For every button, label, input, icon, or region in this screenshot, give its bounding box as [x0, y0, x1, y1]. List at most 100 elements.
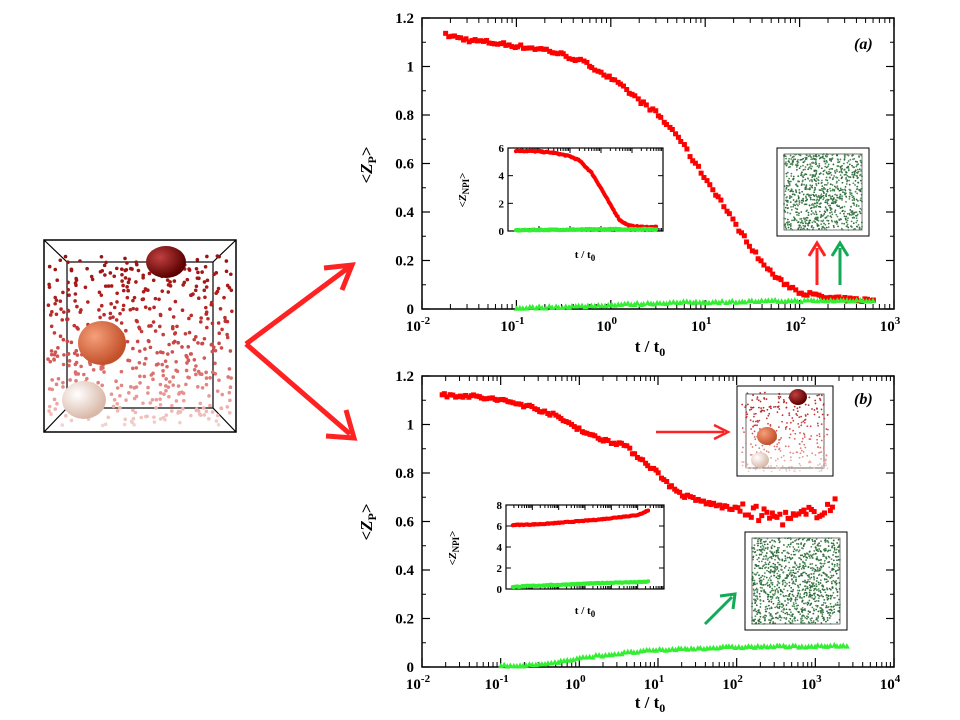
particle	[857, 181, 860, 184]
particle	[825, 166, 828, 169]
particle	[829, 211, 831, 214]
panel-a-ytick-label: 1	[407, 60, 415, 76]
particle	[758, 553, 761, 556]
particle	[758, 419, 761, 422]
particle	[773, 585, 776, 588]
particle	[796, 162, 799, 165]
particle	[215, 389, 220, 393]
particle	[789, 421, 792, 424]
panel-a-point-red	[673, 131, 679, 137]
particle	[807, 616, 810, 619]
particle	[803, 595, 806, 598]
particle	[783, 185, 786, 188]
panel-b-point-green	[798, 643, 805, 649]
panel-a-point-red	[718, 197, 724, 203]
particle	[112, 398, 117, 402]
particle	[213, 371, 218, 376]
particle	[856, 213, 859, 216]
particle	[787, 543, 790, 546]
particle	[141, 401, 145, 406]
particle	[763, 549, 766, 552]
particle	[817, 597, 820, 600]
particle	[809, 174, 812, 176]
particle	[791, 590, 794, 593]
particle	[832, 559, 835, 562]
particle	[181, 283, 185, 287]
particle	[841, 181, 844, 184]
particle	[817, 199, 820, 202]
panel-b-point-red	[608, 440, 614, 446]
particle	[800, 158, 803, 161]
particle	[833, 544, 835, 547]
panel-a-point-green	[542, 304, 549, 311]
particle	[798, 462, 801, 465]
particle	[846, 174, 849, 177]
particle	[750, 406, 752, 409]
particle	[786, 211, 789, 214]
particle	[760, 560, 763, 563]
particle	[788, 556, 791, 559]
particle	[827, 219, 830, 222]
particle	[196, 270, 200, 275]
particle	[813, 577, 815, 579]
particle	[197, 412, 202, 416]
panel-b-point-red	[547, 412, 553, 418]
particle	[176, 384, 181, 388]
panel-a-xtick-label: 100	[597, 315, 618, 335]
particle	[146, 391, 150, 395]
panel-a-point-red	[681, 142, 687, 148]
particle	[853, 157, 856, 160]
particle	[846, 225, 849, 227]
cluster-light	[62, 381, 106, 419]
panel-b-xticks: 10-2 10-1 100 101 102 103 104	[406, 376, 901, 693]
particle	[795, 211, 798, 214]
particle	[61, 385, 65, 389]
particle	[826, 201, 828, 204]
particle	[824, 541, 827, 544]
particle	[823, 599, 826, 601]
particle	[774, 568, 777, 571]
particle	[147, 271, 152, 276]
particle	[814, 169, 817, 172]
particle	[772, 593, 774, 596]
particle	[785, 186, 788, 189]
particle	[785, 221, 788, 224]
particle	[824, 459, 827, 462]
particle	[74, 349, 79, 353]
particle	[838, 205, 840, 208]
particle	[789, 433, 792, 436]
particle	[782, 454, 785, 457]
particle	[847, 226, 850, 229]
particle	[852, 195, 855, 198]
particle	[760, 542, 763, 545]
particle	[849, 209, 852, 211]
particle	[763, 575, 766, 578]
particle	[782, 608, 785, 611]
panel-b-point-red	[769, 510, 775, 516]
particle	[764, 610, 767, 613]
particle	[147, 324, 151, 328]
particle	[786, 589, 789, 592]
particle	[90, 277, 95, 282]
panel-b-point-red	[703, 501, 709, 507]
particle	[822, 198, 825, 201]
particle	[96, 380, 100, 385]
particle	[55, 278, 60, 283]
panel-a-point-green	[729, 297, 736, 304]
particle	[859, 179, 862, 182]
particle	[745, 416, 748, 419]
particle	[806, 425, 809, 428]
particle	[180, 345, 184, 349]
panel-a-point-green	[644, 299, 651, 306]
particle	[846, 161, 849, 164]
particle	[789, 154, 792, 157]
particle	[129, 385, 133, 389]
particle	[752, 558, 754, 561]
particle	[811, 165, 813, 168]
particle	[803, 433, 806, 436]
particle	[785, 172, 788, 175]
particle	[820, 565, 822, 568]
particle	[810, 567, 812, 570]
particle	[808, 204, 811, 207]
panel-b-point-red	[621, 442, 627, 448]
